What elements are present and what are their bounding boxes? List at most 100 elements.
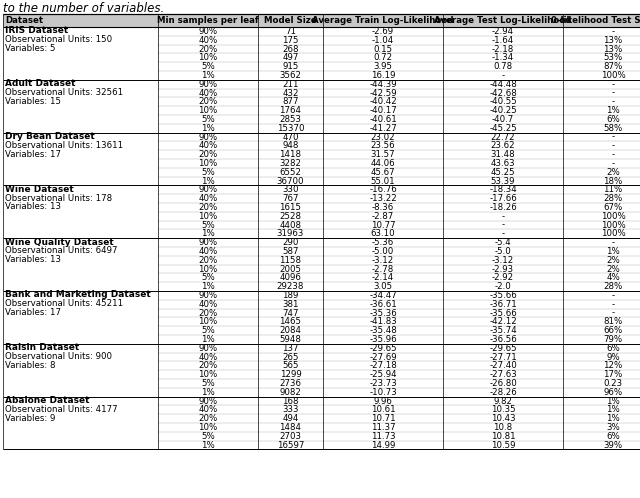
Text: Observational Units: 45211: Observational Units: 45211 bbox=[5, 299, 123, 308]
Text: -: - bbox=[611, 159, 614, 168]
Text: 20%: 20% bbox=[198, 203, 218, 212]
Text: 5%: 5% bbox=[201, 273, 215, 282]
Text: 5%: 5% bbox=[201, 326, 215, 335]
Text: -2.87: -2.87 bbox=[372, 212, 394, 221]
Text: 1764: 1764 bbox=[280, 106, 301, 115]
Text: 0.15: 0.15 bbox=[373, 44, 392, 53]
Text: 0.72: 0.72 bbox=[373, 53, 392, 62]
Text: -1.64: -1.64 bbox=[492, 36, 514, 45]
Text: -10.73: -10.73 bbox=[369, 388, 397, 397]
Text: Average Train Log-Likelihood: Average Train Log-Likelihood bbox=[312, 16, 454, 25]
Text: Variables: 8: Variables: 8 bbox=[5, 361, 56, 370]
Text: 87%: 87% bbox=[604, 62, 623, 71]
Text: -35.96: -35.96 bbox=[369, 335, 397, 344]
Text: 9%: 9% bbox=[606, 353, 620, 362]
Bar bbox=[3, 344, 640, 396]
Text: -27.40: -27.40 bbox=[489, 362, 517, 371]
Text: 1299: 1299 bbox=[280, 370, 301, 379]
Text: -34.47: -34.47 bbox=[369, 291, 397, 300]
Text: 333: 333 bbox=[282, 405, 299, 414]
Text: 31963: 31963 bbox=[277, 229, 304, 239]
Text: 2736: 2736 bbox=[280, 379, 301, 388]
Text: Wine Dataset: Wine Dataset bbox=[5, 185, 74, 194]
Text: Dataset: Dataset bbox=[5, 16, 43, 25]
Text: 100%: 100% bbox=[600, 221, 625, 230]
Text: 1418: 1418 bbox=[280, 150, 301, 159]
Text: 2%: 2% bbox=[606, 264, 620, 273]
Text: -25.94: -25.94 bbox=[369, 370, 397, 379]
Text: 2%: 2% bbox=[606, 255, 620, 265]
Text: 2703: 2703 bbox=[280, 432, 301, 441]
Text: Observational Units: 32561: Observational Units: 32561 bbox=[5, 88, 123, 97]
Text: -29.65: -29.65 bbox=[369, 344, 397, 353]
Text: -35.66: -35.66 bbox=[489, 308, 517, 318]
Text: 40%: 40% bbox=[198, 89, 218, 98]
Text: -: - bbox=[501, 212, 504, 221]
Text: 100%: 100% bbox=[600, 212, 625, 221]
Text: -2.78: -2.78 bbox=[372, 264, 394, 273]
Text: -27.71: -27.71 bbox=[489, 353, 517, 362]
Text: -1.34: -1.34 bbox=[492, 53, 514, 62]
Text: Observational Units: 900: Observational Units: 900 bbox=[5, 352, 112, 361]
Text: 330: 330 bbox=[282, 185, 299, 194]
Text: 90%: 90% bbox=[198, 132, 218, 141]
Text: 4408: 4408 bbox=[280, 221, 301, 230]
Text: 1615: 1615 bbox=[280, 203, 301, 212]
Text: 10%: 10% bbox=[198, 317, 218, 326]
Text: 12%: 12% bbox=[604, 362, 623, 371]
Text: 5%: 5% bbox=[201, 168, 215, 177]
Text: 16.19: 16.19 bbox=[371, 71, 396, 80]
Text: 2005: 2005 bbox=[280, 264, 301, 273]
Text: 265: 265 bbox=[282, 353, 299, 362]
Text: 1%: 1% bbox=[606, 247, 620, 256]
Text: 0-likelihood Test Samples: 0-likelihood Test Samples bbox=[550, 16, 640, 25]
Text: 10.8: 10.8 bbox=[493, 423, 513, 432]
Text: 497: 497 bbox=[282, 53, 299, 62]
Text: Variables: 5: Variables: 5 bbox=[5, 44, 56, 53]
Text: 767: 767 bbox=[282, 194, 299, 203]
Text: -5.0: -5.0 bbox=[495, 247, 511, 256]
Text: 1%: 1% bbox=[201, 176, 215, 185]
Text: 90%: 90% bbox=[198, 185, 218, 194]
Text: 6%: 6% bbox=[606, 115, 620, 124]
Text: -: - bbox=[501, 221, 504, 230]
Text: 23.62: 23.62 bbox=[491, 141, 515, 150]
Text: 36700: 36700 bbox=[276, 176, 304, 185]
Text: 1%: 1% bbox=[606, 106, 620, 115]
Text: -1.04: -1.04 bbox=[372, 36, 394, 45]
Text: 9.82: 9.82 bbox=[493, 396, 513, 405]
Text: 2853: 2853 bbox=[280, 115, 301, 124]
Text: Variables: 17: Variables: 17 bbox=[5, 308, 61, 317]
Text: Observational Units: 4177: Observational Units: 4177 bbox=[5, 405, 118, 414]
Text: -35.48: -35.48 bbox=[369, 326, 397, 335]
Text: 3.95: 3.95 bbox=[374, 62, 392, 71]
Text: 9082: 9082 bbox=[280, 388, 301, 397]
Text: 6%: 6% bbox=[606, 344, 620, 353]
Text: -: - bbox=[611, 132, 614, 141]
Text: 5%: 5% bbox=[201, 62, 215, 71]
Text: 13%: 13% bbox=[604, 44, 623, 53]
Text: 747: 747 bbox=[282, 308, 299, 318]
Bar bbox=[3, 132, 640, 185]
Text: 1158: 1158 bbox=[280, 255, 301, 265]
Text: 4%: 4% bbox=[606, 273, 620, 282]
Text: 3282: 3282 bbox=[280, 159, 301, 168]
Text: 11.73: 11.73 bbox=[371, 432, 396, 441]
Text: 15370: 15370 bbox=[276, 124, 304, 132]
Text: 1%: 1% bbox=[606, 405, 620, 414]
Text: -: - bbox=[611, 89, 614, 98]
Text: -16.76: -16.76 bbox=[369, 185, 397, 194]
Bar bbox=[3, 185, 640, 238]
Text: -: - bbox=[501, 229, 504, 239]
Text: Observational Units: 13611: Observational Units: 13611 bbox=[5, 141, 123, 150]
Text: 40%: 40% bbox=[198, 247, 218, 256]
Text: 1%: 1% bbox=[201, 441, 215, 450]
Text: 11.37: 11.37 bbox=[371, 423, 396, 432]
Text: 877: 877 bbox=[282, 97, 299, 106]
Text: 10.59: 10.59 bbox=[491, 441, 515, 450]
Text: -35.36: -35.36 bbox=[369, 308, 397, 318]
Text: -26.80: -26.80 bbox=[489, 379, 517, 388]
Text: 587: 587 bbox=[282, 247, 299, 256]
Text: 22.72: 22.72 bbox=[491, 132, 515, 141]
Text: 10.43: 10.43 bbox=[491, 414, 515, 423]
